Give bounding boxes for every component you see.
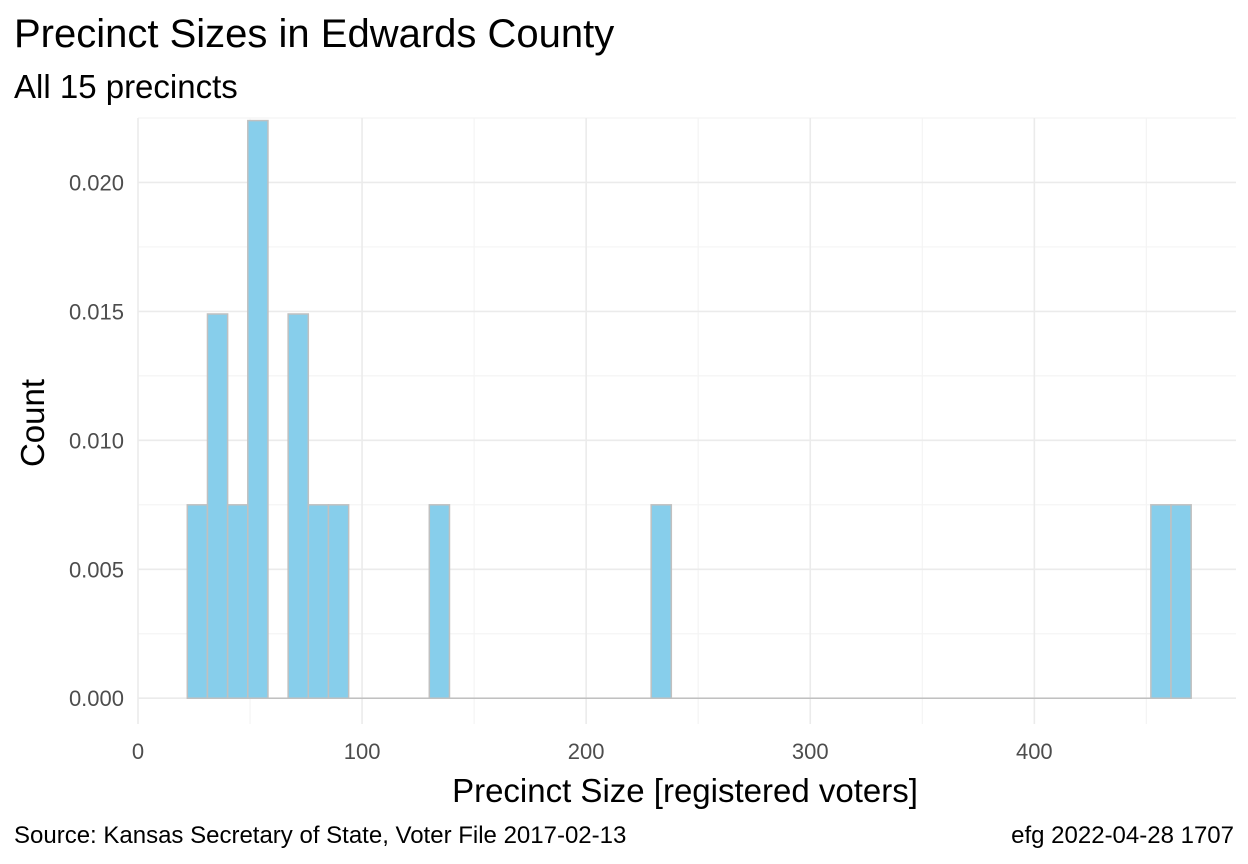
histogram-bars bbox=[186, 119, 1192, 699]
x-tick-label: 400 bbox=[1016, 739, 1053, 764]
histogram-bar bbox=[247, 119, 269, 699]
histogram-bar bbox=[327, 504, 350, 699]
x-axis-title: Precinct Size [registered voters] bbox=[452, 772, 918, 809]
chart-title: Precinct Sizes in Edwards County bbox=[14, 12, 615, 56]
histogram-bar bbox=[307, 504, 330, 699]
y-tick-label: 0.010 bbox=[69, 428, 124, 453]
stamp-caption: efg 2022-04-28 1707 bbox=[1011, 822, 1234, 849]
histogram-bar bbox=[287, 313, 310, 699]
x-tick-label: 300 bbox=[792, 739, 829, 764]
histogram-bar bbox=[186, 504, 209, 699]
histogram-bar bbox=[650, 504, 673, 699]
y-tick-label: 0.000 bbox=[69, 686, 124, 711]
histogram-bar bbox=[1170, 504, 1192, 699]
y-axis-title: Count bbox=[14, 379, 51, 467]
y-tick-label: 0.005 bbox=[69, 557, 124, 582]
y-tick-label: 0.015 bbox=[69, 299, 124, 324]
chart-subtitle: All 15 precincts bbox=[14, 68, 238, 105]
x-tick-label: 200 bbox=[568, 739, 605, 764]
x-tick-label: 0 bbox=[132, 739, 144, 764]
x-axis-ticks: 0 100 200 300 400 bbox=[132, 739, 1053, 764]
histogram-bar bbox=[226, 504, 249, 699]
y-axis-ticks: 0.000 0.005 0.010 0.015 0.020 bbox=[69, 170, 124, 711]
y-tick-label: 0.020 bbox=[69, 170, 124, 195]
source-caption: Source: Kansas Secretary of State, Voter… bbox=[14, 822, 627, 849]
x-tick-label: 100 bbox=[344, 739, 381, 764]
histogram-bar bbox=[206, 313, 229, 699]
histogram-bar bbox=[1150, 504, 1172, 699]
histogram-bar bbox=[428, 504, 451, 699]
